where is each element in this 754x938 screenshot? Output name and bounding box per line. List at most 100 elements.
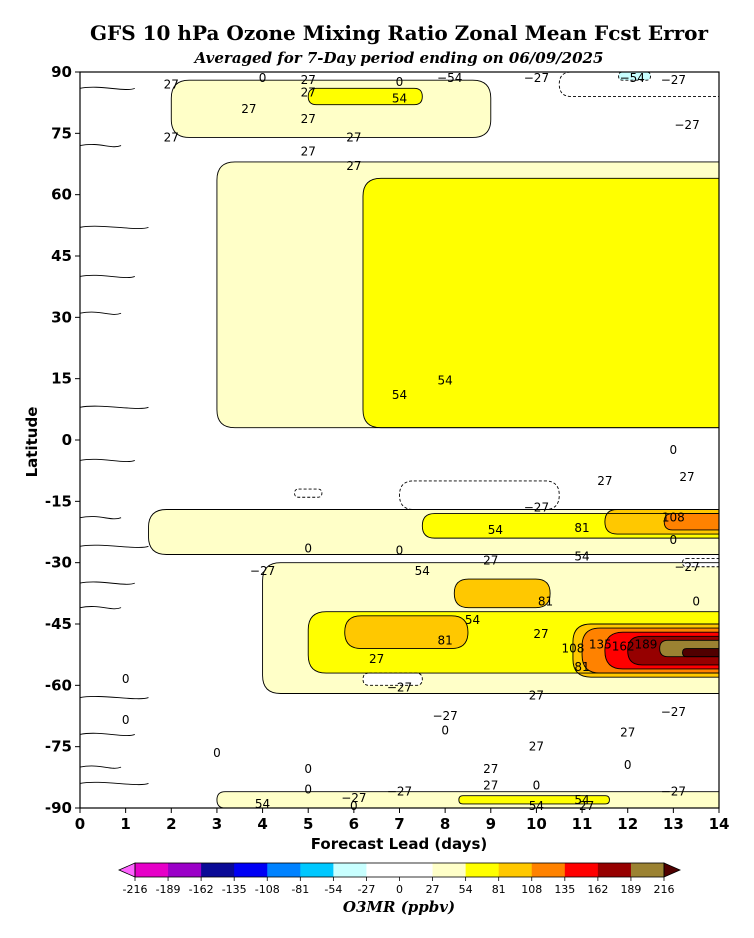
zero-contour	[79, 311, 122, 315]
contour-label: 0	[670, 443, 678, 457]
x-tick-label: 13	[663, 815, 684, 833]
colorbar-segment	[630, 863, 665, 877]
x-tick-label: 2	[166, 815, 176, 833]
colorbar-tick-label: 189	[620, 883, 641, 896]
y-tick-label: 30	[51, 308, 72, 326]
contour-label: 27	[346, 159, 361, 173]
contour-label: 108	[561, 642, 584, 656]
contour-region-81	[344, 615, 468, 649]
contour-label: 0	[396, 543, 404, 557]
x-tick-label: 6	[349, 815, 359, 833]
contour-region-216	[682, 648, 719, 657]
contour-region--27	[559, 72, 719, 97]
contour-label: 0	[122, 672, 130, 686]
zero-contour	[79, 405, 149, 409]
contour-fill-layer	[148, 72, 719, 808]
contour-label: 0	[350, 799, 358, 813]
contour-label: 27	[301, 85, 316, 99]
contour-line-54	[458, 795, 610, 805]
y-axis: 90 75 60 45 30 15 0 -15 -30 -45 -60 -75 -90	[45, 63, 80, 817]
contour-region-54	[458, 795, 610, 804]
contour-label: −27	[387, 680, 412, 694]
colorbar-segment	[498, 863, 533, 877]
y-tick-label: -15	[45, 492, 72, 510]
contour-label: 27	[346, 130, 361, 144]
colorbar-over-arrow	[663, 862, 681, 878]
y-tick-label: -60	[45, 676, 72, 694]
x-tick-label: 12	[617, 815, 638, 833]
contour-label: −27	[341, 791, 366, 805]
contour-label: 27	[579, 799, 594, 813]
contour-region-108	[664, 513, 719, 530]
y-tick-label: 75	[51, 124, 72, 142]
contour-line-81	[344, 615, 469, 649]
contour-region--27	[399, 480, 560, 510]
colorbar-tick-label: 135	[554, 883, 575, 896]
zero-contour	[79, 458, 135, 463]
colorbar-tick-label: -108	[255, 883, 280, 896]
colorbar-tick-label: -27	[357, 883, 375, 896]
y-tick-label: -90	[45, 799, 72, 817]
colorbar-tick-label: 27	[426, 883, 440, 896]
x-tick-label: 1	[120, 815, 130, 833]
y-tick-label: -30	[45, 554, 72, 572]
contour-label: 27	[483, 779, 498, 793]
contour-label: −54	[620, 71, 645, 85]
contour-label: 135	[589, 637, 612, 651]
contour-label: 0	[670, 533, 678, 547]
colorbar-tick-label: -81	[291, 883, 309, 896]
contour-label: 0	[122, 713, 130, 727]
contour-label: 54	[574, 550, 589, 564]
contour-label: 0	[533, 779, 541, 793]
zero-contour	[79, 544, 149, 548]
colorbar-segment	[267, 863, 301, 877]
colorbar-tick-label: 54	[459, 883, 473, 896]
contour-label: 27	[483, 554, 498, 568]
colorbar: -216 -189 -162 -135 -108 -81 -54 -27 0 27 54 81 108 1…	[118, 862, 681, 896]
colorbar-segment	[432, 863, 467, 877]
zero-contour	[79, 765, 122, 769]
contour-label: 27	[301, 112, 316, 126]
x-axis: 0 1 2 3 4 5 6 7 8 9 10 11 12 13 14	[75, 808, 729, 833]
contour-label: 189	[635, 637, 658, 651]
contour-label: −27	[674, 118, 699, 132]
contour-label: 54	[392, 92, 407, 106]
colorbar-segment	[366, 863, 400, 877]
y-tick-label: 45	[51, 247, 72, 265]
contour-label: 54	[438, 374, 453, 388]
zero-contour	[79, 144, 122, 148]
contour-line--27	[399, 480, 560, 510]
x-tick-label: 7	[394, 815, 404, 833]
contour-line--27	[294, 488, 323, 498]
contour-label: 0	[213, 746, 221, 760]
contour-region-81	[454, 579, 551, 608]
contour-label: 81	[438, 633, 453, 647]
contour-label: 0	[692, 595, 700, 609]
y-tick-label: 90	[51, 63, 72, 81]
y-tick-label: -45	[45, 615, 72, 633]
colorbar-tick-label: -54	[324, 883, 342, 896]
contour-label: 27	[529, 689, 544, 703]
contour-label: 27	[301, 145, 316, 159]
zero-contour	[79, 516, 122, 520]
zero-contour	[79, 581, 135, 585]
contour-label: 0	[304, 783, 312, 797]
colorbar-tick-label: -162	[189, 883, 214, 896]
contour-line--54	[618, 71, 651, 81]
contour-label: 0	[396, 75, 404, 89]
y-axis-label: Latitude	[23, 407, 41, 478]
contour-label: 27	[620, 725, 635, 739]
contour-label: 0	[304, 762, 312, 776]
contour-label: −27	[387, 785, 412, 799]
colorbar-segment	[564, 863, 599, 877]
chart-title: GFS 10 hPa Ozone Mixing Ratio Zonal Mean…	[90, 21, 709, 45]
colorbar-segment	[201, 863, 235, 877]
zero-contour	[79, 606, 122, 610]
contour-label: 27	[679, 470, 694, 484]
contour-label: 108	[662, 511, 685, 525]
contour-label: 54	[465, 613, 480, 627]
chart-subtitle: Averaged for 7-Day period ending on 06/0…	[193, 49, 604, 67]
contour-line-27	[170, 79, 492, 138]
